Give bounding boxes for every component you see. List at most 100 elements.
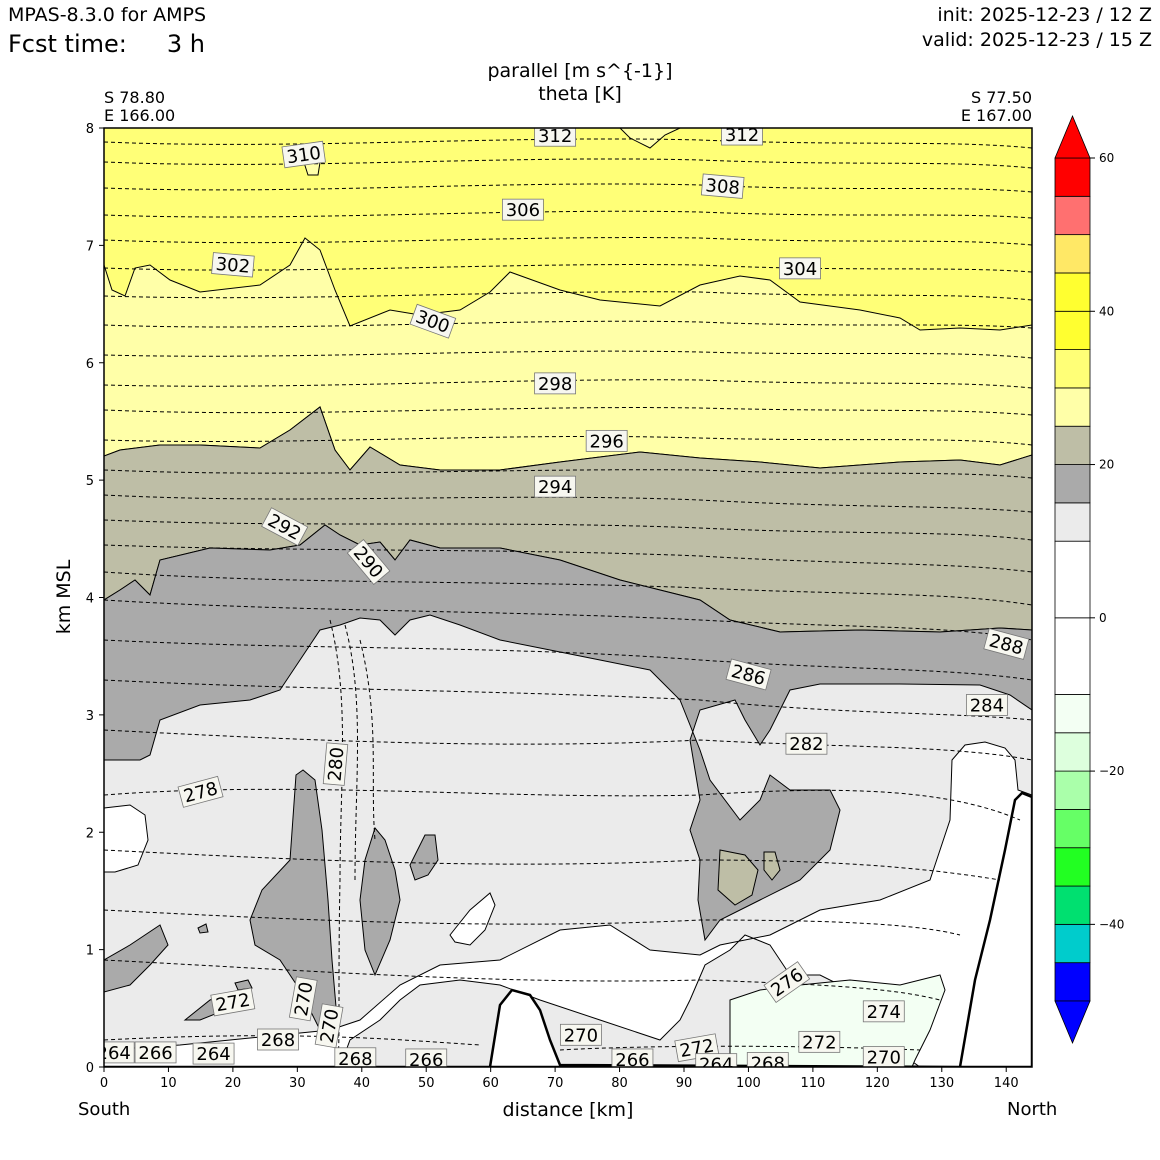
- colorbar-tick-label: −40: [1099, 917, 1124, 931]
- theta-label: 266: [611, 1048, 654, 1067]
- theta-label-box: [534, 372, 577, 395]
- theta-label-box: [288, 976, 318, 1022]
- colorbar-tick-label: 0: [1099, 611, 1107, 625]
- x-axis-ticks: 0 10 20 30 40 50 60 70 80 90 100 110 120 130 140: [100, 1067, 1019, 1091]
- forecast-value: 3 h: [166, 30, 205, 58]
- wind-blob-f: [197, 923, 209, 934]
- right-endpoint: S 77.50 E 167.00: [961, 89, 1032, 125]
- theta-label-text: 268: [751, 1053, 785, 1074]
- theta-label-text: 296: [589, 431, 623, 452]
- x-tick-label: 70: [547, 1076, 564, 1091]
- theta-label-text: 270: [564, 1025, 598, 1046]
- colorbar-tick-label: −20: [1099, 764, 1124, 778]
- theta-label: 296: [585, 429, 628, 452]
- right-lon: E 167.00: [960, 106, 1032, 125]
- colorbar-band: [1054, 885, 1091, 925]
- y-tick-label: 2: [86, 826, 94, 841]
- colorbar-band: [1054, 464, 1091, 504]
- theta-label-text: 272: [802, 1032, 836, 1053]
- wind-blob-c: [409, 834, 439, 881]
- theta-label-box: [346, 538, 391, 585]
- theta-label-box: [534, 128, 577, 147]
- chart-title: parallel [m s^{-1}]: [487, 60, 673, 82]
- colorbar-band: [1054, 425, 1091, 465]
- theta-label-box: [862, 1046, 905, 1067]
- theta-label-text: 274: [867, 1002, 901, 1023]
- theta-label: 274: [862, 1000, 905, 1023]
- theta-label: 270: [559, 1023, 602, 1046]
- x-tick-label: 110: [800, 1076, 825, 1091]
- theta-label-box: [559, 1023, 602, 1046]
- theta-label-text: 266: [138, 1043, 172, 1064]
- theta-label-box: [798, 1030, 841, 1053]
- y-tick-label: 7: [86, 239, 94, 254]
- theta-label-box: [211, 252, 255, 278]
- theta-label: 270: [314, 1003, 344, 1049]
- south-label: South: [78, 1099, 131, 1120]
- theta-label-box: [585, 429, 628, 452]
- theta-label: 306: [501, 198, 544, 221]
- theta-label: 280: [322, 742, 349, 786]
- theta-label-box: [177, 775, 224, 808]
- theta-label: 272: [798, 1030, 841, 1053]
- theta-label: 312: [721, 128, 763, 146]
- colorbar-band: [1054, 809, 1091, 849]
- colorbar-band: [1054, 847, 1091, 887]
- valid-time: valid: 2025-12-23 / 15 Z: [921, 29, 1152, 51]
- wind-band-0-5-left: [104, 804, 149, 873]
- theta-label: 272: [210, 987, 256, 1017]
- colorbar-band: [1054, 349, 1091, 389]
- theta-label-box: [409, 303, 457, 339]
- theta-label: 284: [965, 694, 1008, 716]
- theta-label-box: [965, 694, 1008, 716]
- colorbar-band: [1054, 387, 1091, 427]
- wind-band-top-white: [619, 128, 681, 149]
- theta-label-text: 312: [538, 126, 572, 147]
- theta-label: 264: [192, 1042, 235, 1065]
- colorbar-band: [1054, 272, 1091, 312]
- colorbar-band: [1054, 234, 1091, 274]
- wind-blob-g: [234, 979, 253, 991]
- theta-label-box: [501, 198, 544, 221]
- theta-label: 298: [534, 372, 577, 395]
- y-tick-label: 4: [86, 592, 94, 607]
- theta-label-box: [746, 1052, 789, 1067]
- wind-blob-khaki-1: [717, 849, 759, 906]
- theta-label: 278: [177, 775, 224, 808]
- colorbar-band: [1054, 195, 1091, 236]
- theta-label: 268: [746, 1052, 789, 1074]
- y-tick-label: 3: [86, 709, 94, 724]
- theta-label-box: [785, 732, 828, 755]
- theta-label-text: 268: [338, 1049, 372, 1070]
- x-tick-label: 20: [225, 1076, 242, 1091]
- forecast-time: Fcst time: 3 h: [8, 30, 205, 58]
- wind-band-0-5-mid: [449, 892, 496, 946]
- y-tick-label: 8: [86, 122, 94, 137]
- theta-label-text: 280: [325, 746, 349, 782]
- theta-label-box: [405, 1048, 448, 1067]
- theta-label-box: [725, 658, 772, 691]
- y-tick-label: 6: [86, 357, 94, 372]
- x-tick-label: 0: [100, 1076, 108, 1091]
- theta-label-text: 264: [96, 1043, 130, 1064]
- theta-label: 268: [257, 1028, 299, 1051]
- terrain: [104, 791, 1032, 1067]
- theta-label-box: [192, 1042, 235, 1065]
- theta-label: 308: [700, 173, 745, 199]
- theta-label: 310: [281, 140, 326, 168]
- theta-label: 312: [534, 126, 577, 147]
- theta-label-text: 306: [506, 200, 540, 221]
- y-axis-ticks: 0 1 2 3 4 5 6 7 8: [86, 122, 104, 1076]
- theta-label-box: [134, 1041, 177, 1064]
- theta-label-text: 294: [538, 477, 572, 498]
- wind-blob-b: [359, 826, 401, 977]
- chart-subtitle: theta [K]: [538, 83, 622, 105]
- right-lat: S 77.50: [970, 88, 1032, 107]
- theta-label: 264: [96, 1041, 135, 1064]
- theta-label-box: [862, 1000, 905, 1023]
- wind-blob-khaki-2: [763, 851, 781, 881]
- theta-label-box: [700, 173, 745, 199]
- theta-label-box: [763, 961, 811, 1003]
- theta-label-text: 302: [215, 254, 251, 278]
- wind-band-10-15: [104, 524, 1032, 942]
